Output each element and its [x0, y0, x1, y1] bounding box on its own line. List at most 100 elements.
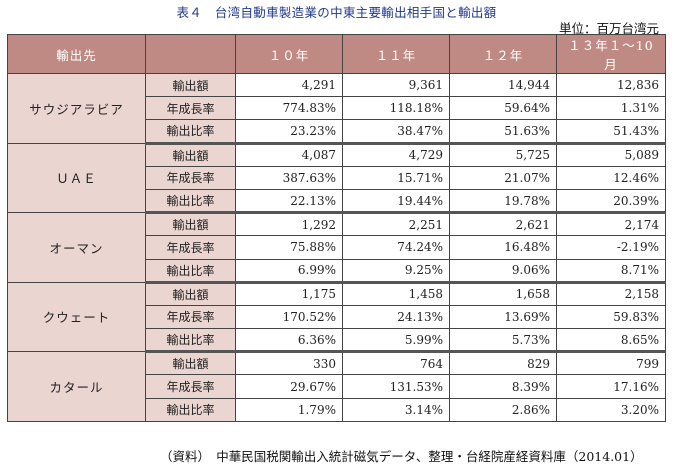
header-year-12: １２年 [449, 34, 557, 74]
table-cell: 6.99% [235, 258, 343, 284]
metric-label: 年成長率 [145, 165, 236, 190]
table-row: カタール 輸出額 330 764 829 799 [7, 351, 666, 422]
metric-label: 輸出額 [145, 142, 236, 167]
table-row: オーマン 輸出額 1,292 2,251 2,621 2,174 [7, 212, 666, 283]
header-year-10: １０年 [235, 34, 343, 74]
table-cell: -2.19% [556, 235, 666, 260]
table-cell: 170.52% [235, 304, 343, 330]
table-row: サウジアラビア 輸出額 4,291 9,361 14,944 12,836 [7, 72, 666, 144]
table-cell: 9,361 [342, 72, 450, 98]
table-cell: 23.23% [235, 119, 343, 145]
country-name: クウェート [7, 281, 146, 353]
country-name: オーマン [7, 212, 146, 283]
unit-label: 単位：百万台湾元 [558, 21, 659, 36]
table-cell: 3.20% [556, 397, 666, 422]
table-cell: 5.73% [449, 328, 557, 354]
table-cell: 59.83% [556, 304, 666, 330]
metric-label: 輸出比率 [145, 397, 236, 422]
metric-label: 輸出額 [145, 351, 236, 376]
country-group-kuwait: クウェート 輸出額 1,175 1,458 1,658 2,158 年成長率 1… [7, 281, 666, 354]
table-cell: 1,458 [342, 281, 450, 306]
table-cell: 12.46% [556, 165, 666, 190]
table-cell: 13.69% [449, 304, 557, 330]
table-cell: 4,087 [235, 142, 343, 167]
metric-label: 輸出比率 [145, 328, 236, 354]
table-row: 輸出比率 6.36% 5.99% 5.73% 8.65% [8, 328, 666, 354]
table-cell: 74.24% [342, 235, 450, 260]
table-header-row: 輸出先 １０年 １１年 １２年 １３年１～10月 [7, 34, 666, 74]
table-cell: 2.86% [449, 397, 557, 422]
table-row: 年成長率 387.63% 15.71% 21.07% 12.46% [8, 165, 666, 190]
table-cell: 774.83% [235, 96, 343, 121]
table-cell: 5,089 [556, 142, 666, 167]
table-row: クウェート 輸出額 1,175 1,458 1,658 2,158 [7, 281, 666, 353]
table-cell: 12,836 [556, 72, 666, 98]
table-cell: 19.44% [342, 188, 450, 215]
table-cell: 9.25% [342, 258, 450, 284]
table-cell: 22.13% [235, 188, 343, 215]
table-cell: 38.47% [342, 119, 450, 145]
table-cell: 19.78% [449, 188, 557, 215]
table-cell: 20.39% [556, 188, 666, 215]
table-cell: 1.79% [235, 397, 343, 422]
table-cell: 8.39% [449, 374, 557, 399]
table-cell: 51.63% [449, 119, 557, 145]
table-cell: 330 [235, 351, 343, 376]
table-cell: 14,944 [449, 72, 557, 98]
table-cell: 8.65% [556, 328, 666, 354]
header-metric [145, 34, 236, 74]
table-cell: 8.71% [556, 258, 666, 284]
table-cell: 6.36% [235, 328, 343, 354]
table-cell: 387.63% [235, 165, 343, 190]
table-cell: 24.13% [342, 304, 450, 330]
country-group-qatar: カタール 輸出額 330 764 829 799 年成長率 29.67% 131… [7, 351, 666, 422]
country-group-saudi: サウジアラビア 輸出額 4,291 9,361 14,944 12,836 年成… [7, 72, 666, 145]
metric-label: 年成長率 [145, 96, 236, 121]
table-cell: 118.18% [342, 96, 450, 121]
table-cell: 9.06% [449, 258, 557, 284]
table-row: 輸出比率 1.79% 3.14% 2.86% 3.20% [8, 397, 666, 422]
header-year-11: １１年 [342, 34, 450, 74]
table-row: 年成長率 774.83% 118.18% 59.64% 1.31% [8, 96, 666, 121]
country-group-oman: オーマン 輸出額 1,292 2,251 2,621 2,174 年成長率 75… [7, 212, 666, 284]
table-title: 表４ 台湾自動車製造業の中東主要輸出相手国と輸出額 [176, 5, 497, 20]
table-cell: 59.64% [449, 96, 557, 121]
metric-label: 輸出額 [145, 212, 236, 237]
table-cell: 2,251 [342, 212, 450, 237]
table-cell: 1,292 [235, 212, 343, 237]
table-row: 輸出比率 23.23% 38.47% 51.63% 51.43% [8, 119, 666, 145]
table-cell: 16.48% [449, 235, 557, 260]
metric-label: 年成長率 [145, 304, 236, 330]
table-cell: 1,175 [235, 281, 343, 306]
metric-label: 輸出比率 [145, 258, 236, 284]
table-cell: 15.71% [342, 165, 450, 190]
metric-label: 年成長率 [145, 374, 236, 399]
table-row: 輸出比率 22.13% 19.44% 19.78% 20.39% [8, 188, 666, 215]
table-cell: 131.53% [342, 374, 450, 399]
table-row: 年成長率 75.88% 74.24% 16.48% -2.19% [8, 235, 666, 260]
export-table: 輸出先 １０年 １１年 １２年 １３年１～10月 サウジアラビア 輸出額 4,2… [7, 34, 666, 422]
country-name: サウジアラビア [7, 73, 146, 144]
table-cell: 4,729 [342, 142, 450, 167]
table-cell: 2,174 [556, 212, 666, 237]
table-cell: 2,158 [556, 281, 666, 306]
table-cell: 3.14% [342, 397, 450, 422]
table-cell: 5.99% [342, 328, 450, 354]
metric-label: 輸出額 [145, 72, 236, 98]
table-cell: 1,658 [449, 281, 557, 306]
header-year-13: １３年１～10月 [556, 34, 666, 74]
table-row: ＵＡＥ 輸出額 4,087 4,729 5,725 5,089 [7, 142, 666, 214]
metric-label: 輸出比率 [145, 119, 236, 145]
table-cell: 764 [342, 351, 450, 376]
table-cell: 21.07% [449, 165, 557, 190]
table-cell: 75.88% [235, 235, 343, 260]
table-row: 輸出比率 6.99% 9.25% 9.06% 8.71% [8, 258, 666, 284]
table-cell: 1.31% [556, 96, 666, 121]
table-cell: 29.67% [235, 374, 343, 399]
country-name: カタール [7, 351, 146, 422]
country-group-uae: ＵＡＥ 輸出額 4,087 4,729 5,725 5,089 年成長率 387… [7, 142, 666, 215]
table-cell: 51.43% [556, 119, 666, 145]
table-cell: 4,291 [235, 72, 343, 98]
header-destination: 輸出先 [7, 34, 146, 74]
metric-label: 輸出額 [145, 281, 236, 306]
